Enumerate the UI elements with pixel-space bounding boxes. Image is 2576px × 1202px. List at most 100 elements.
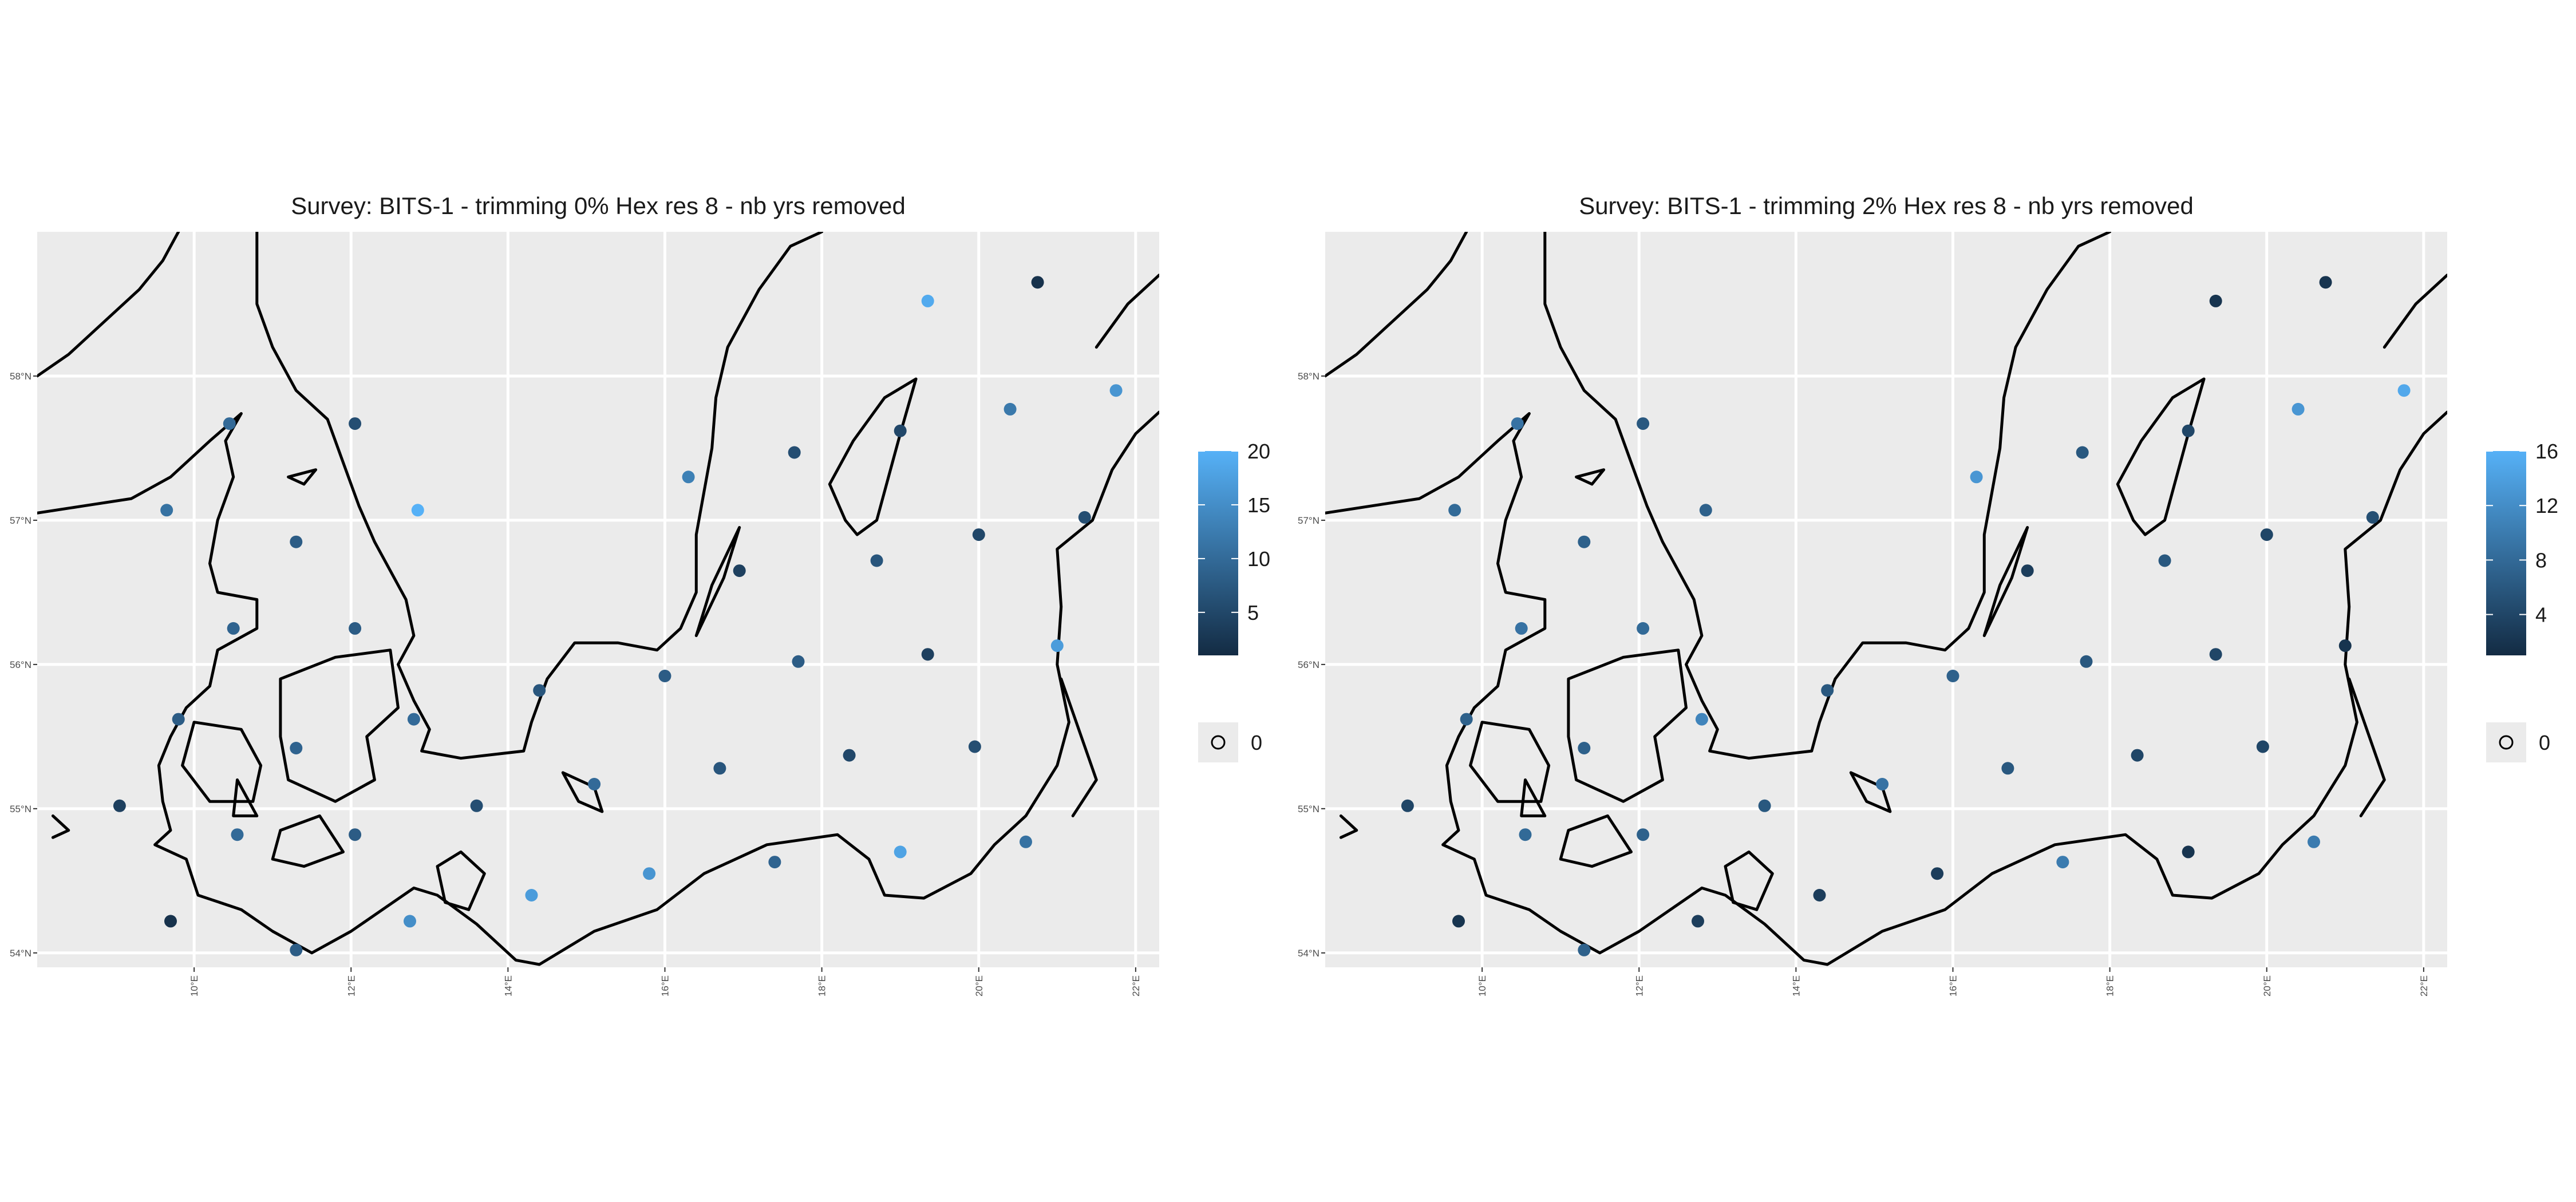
survey-point [1637,828,1650,841]
survey-point [411,504,424,517]
color-legend: 16 12 8 4 [2486,440,2558,655]
survey-point [470,799,483,812]
survey-point [1695,713,1708,726]
survey-point [588,778,601,790]
survey-point [1970,470,1983,484]
coastline [37,232,180,378]
coastline [1060,677,1098,817]
survey-point [1813,889,1826,902]
survey-point [1699,504,1712,517]
coastline-layer [37,232,1159,966]
zero-legend: 0 [1198,722,1262,762]
survey-point [1876,778,1889,790]
lon-tick-label: 22°E [2419,975,2429,997]
colorbar [1198,451,1238,655]
coastline [1982,526,2029,637]
colorbar-label: 12 [2535,494,2558,517]
survey-point [2080,655,2093,668]
survey-point [1637,622,1650,635]
survey-point [1452,915,1465,928]
survey-point [894,845,907,859]
survey-point [2366,511,2379,524]
colorbar-label: 4 [2535,603,2547,627]
lat-tick-label: 54°N [1298,948,1319,959]
survey-point [972,528,985,541]
survey-point [223,417,236,430]
coastline [181,721,263,803]
points-layer [113,276,1123,956]
lon-tick-label: 12°E [1634,975,1645,997]
lon-tick-label: 12°E [346,975,357,997]
coastline [1575,468,1606,486]
survey-point [1578,943,1591,956]
zero-key-circle [1211,735,1226,750]
survey-point [2001,762,2014,775]
coastline [1339,814,1358,839]
survey-point [713,762,726,775]
lon-tick-label: 18°E [817,975,828,997]
lat-tick-label: 54°N [10,948,31,959]
colorbar [2486,451,2526,655]
coastline [1325,232,1468,378]
colorbar-label: 20 [1247,440,1270,463]
map-title: Survey: BITS-1 - trimming 2% Hex res 8 -… [1579,192,2194,219]
colorbar-label: 8 [2535,548,2547,572]
survey-point [525,889,538,902]
survey-point [2260,528,2273,541]
map-panel-left: Survey: BITS-1 - trimming 0% Hex res 8 -… [10,192,1270,997]
lon-tick-label: 20°E [2262,975,2273,997]
zero-key-box [2486,722,2526,762]
coastline [232,778,259,817]
zero-key-box [1198,722,1238,762]
lon-tick-label: 18°E [2105,975,2116,997]
survey-point [921,294,934,307]
coastline [37,410,1159,966]
lon-tick-label: 10°E [1477,975,1488,997]
survey-point [792,655,805,668]
survey-point [533,684,546,697]
survey-point [682,470,695,484]
survey-point [968,740,981,753]
survey-point [1511,417,1524,430]
coastline-layer [1325,232,2447,966]
survey-point [2319,276,2332,289]
survey-point [894,424,907,437]
survey-point [160,504,173,517]
survey-point [843,749,856,762]
survey-point [658,670,671,682]
survey-point [1401,799,1414,812]
survey-point [921,648,934,661]
survey-point [1515,622,1528,635]
survey-point [1003,402,1017,416]
survey-point [2338,639,2352,653]
survey-point [2291,402,2305,416]
lat-tick-label: 55°N [10,804,31,814]
coastline [1325,410,2447,966]
survey-point [1460,713,1473,726]
survey-point [2308,835,2320,848]
survey-point [768,856,781,869]
lon-tick-label: 22°E [1131,975,1141,997]
lat-tick-label: 56°N [1298,659,1319,670]
colorbar-label: 15 [1247,493,1270,517]
lat-tick-label: 55°N [1298,804,1319,814]
lat-tick-label: 57°N [10,515,31,526]
survey-point [2021,564,2034,578]
survey-point [1519,828,1532,841]
survey-point [1821,684,1834,697]
survey-point [1637,417,1650,430]
lon-tick-label: 10°E [189,975,200,997]
survey-point [1109,384,1123,397]
map-panel-right: Survey: BITS-1 - trimming 2% Hex res 8 -… [1298,192,2558,997]
lon-tick-label: 16°E [1948,975,1959,997]
lon-tick-label: 14°E [503,975,513,997]
survey-point [164,915,177,928]
survey-point [349,828,362,841]
survey-point [231,828,244,841]
survey-point [290,535,303,548]
coastline [1520,778,1547,817]
survey-point [2076,446,2089,459]
survey-point [733,564,746,578]
lon-tick-label: 16°E [660,975,671,997]
